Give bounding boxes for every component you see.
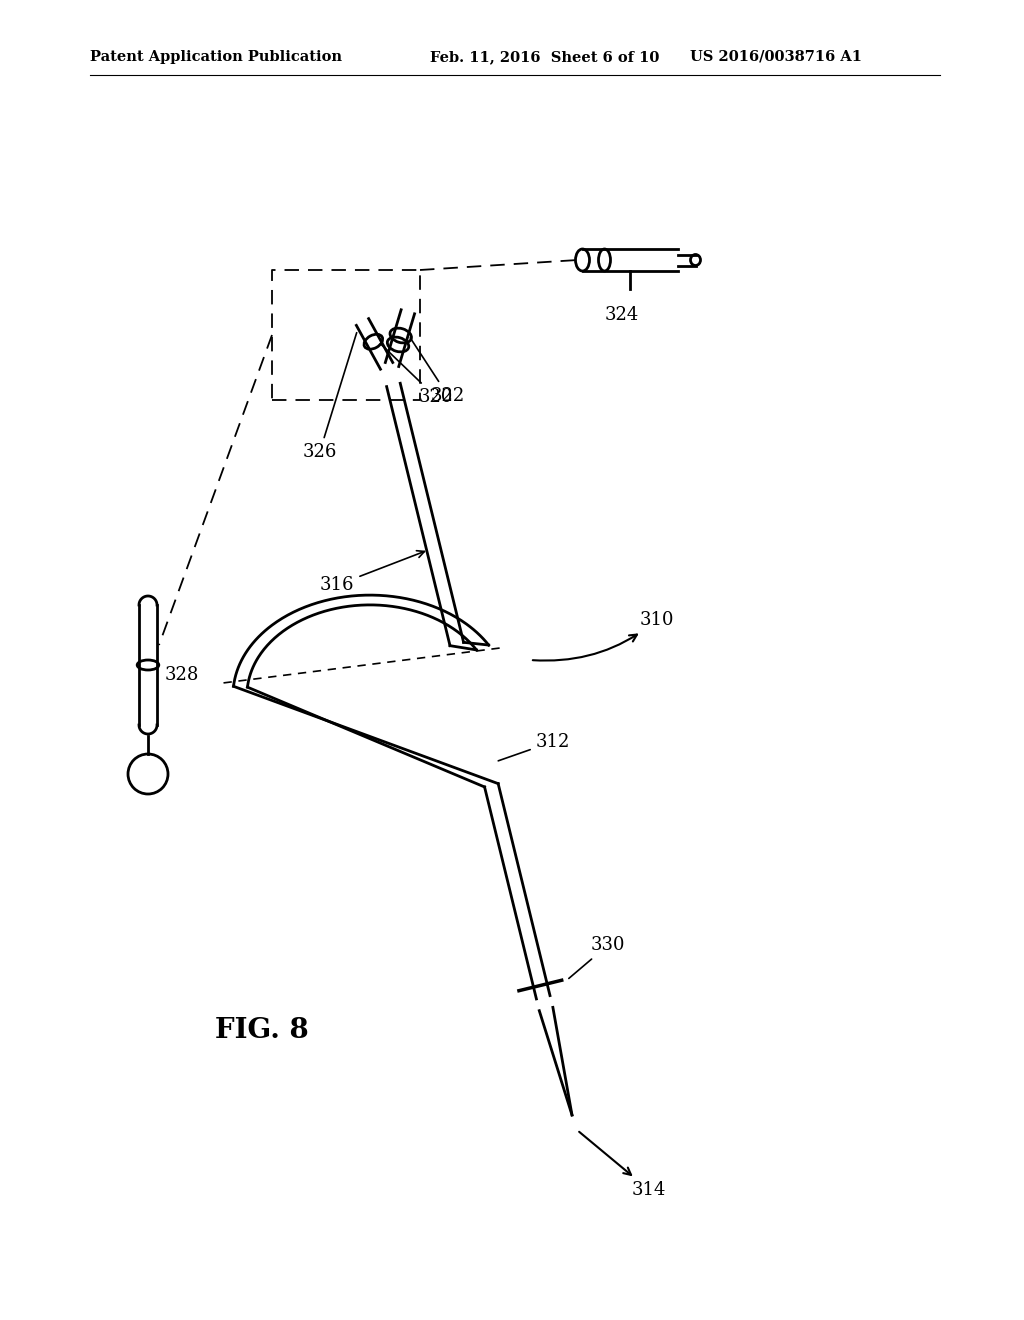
Text: 330: 330 bbox=[568, 936, 625, 978]
Text: US 2016/0038716 A1: US 2016/0038716 A1 bbox=[690, 50, 862, 63]
Text: 324: 324 bbox=[605, 306, 639, 323]
Text: 326: 326 bbox=[302, 333, 356, 461]
Text: 320: 320 bbox=[380, 343, 453, 405]
Text: 316: 316 bbox=[319, 550, 424, 594]
Text: 328: 328 bbox=[165, 667, 200, 684]
Text: 310: 310 bbox=[532, 611, 675, 660]
Text: 312: 312 bbox=[499, 733, 570, 760]
Text: Feb. 11, 2016  Sheet 6 of 10: Feb. 11, 2016 Sheet 6 of 10 bbox=[430, 50, 659, 63]
Text: FIG. 8: FIG. 8 bbox=[215, 1016, 309, 1044]
Text: 322: 322 bbox=[411, 338, 465, 404]
Text: Patent Application Publication: Patent Application Publication bbox=[90, 50, 342, 63]
Text: 314: 314 bbox=[580, 1131, 667, 1199]
